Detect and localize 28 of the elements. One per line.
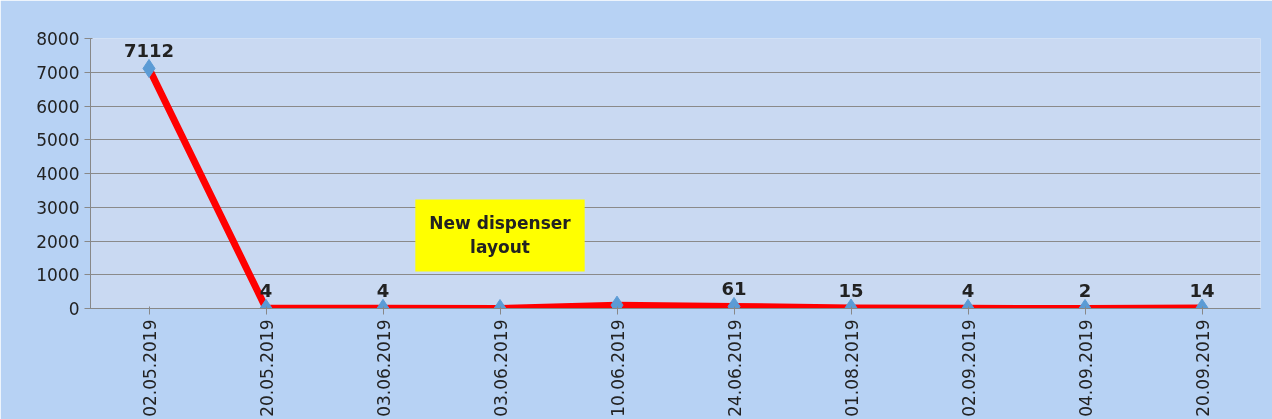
y-tick-label: 8000 xyxy=(36,29,80,49)
x-tick-label: 02.09.2019 xyxy=(958,319,979,417)
annotation: New dispenser layout xyxy=(429,213,572,258)
data-label: 7112 xyxy=(123,40,175,62)
x-tick-label: 03.06.2019 xyxy=(373,319,394,417)
x-tick-label: 04.09.2019 xyxy=(1075,319,1096,417)
x-tick-label: 01.08.2019 xyxy=(841,319,862,417)
y-tick-label: 7000 xyxy=(36,62,80,83)
data-label: 4 xyxy=(376,280,390,302)
x-tick-label: 20.09.2019 xyxy=(1192,319,1213,417)
x-tick-label: 02.05.2019 xyxy=(139,319,160,417)
y-tick-label: 0 xyxy=(68,299,80,319)
data-label: 15 xyxy=(838,279,864,301)
data-label: 4 xyxy=(961,280,975,302)
data-label: 2 xyxy=(1078,280,1092,302)
y-tick-label: 5000 xyxy=(36,130,80,151)
x-tick-label: 10.06.2019 xyxy=(607,319,628,417)
y-tick-label: 1000 xyxy=(36,265,80,286)
data-label: 61 xyxy=(721,278,747,300)
data-label: 4 xyxy=(259,280,273,302)
y-tick-label: 3000 xyxy=(36,197,80,218)
x-tick-label: 24.06.2019 xyxy=(724,319,745,417)
y-tick-label: 6000 xyxy=(36,96,80,117)
data-label: 14 xyxy=(1189,280,1215,302)
y-tick-label: 2000 xyxy=(36,231,80,252)
x-tick-label: 03.06.2019 xyxy=(490,319,511,417)
x-tick-label: 20.05.2019 xyxy=(256,319,277,417)
y-tick-label: 4000 xyxy=(36,164,80,184)
